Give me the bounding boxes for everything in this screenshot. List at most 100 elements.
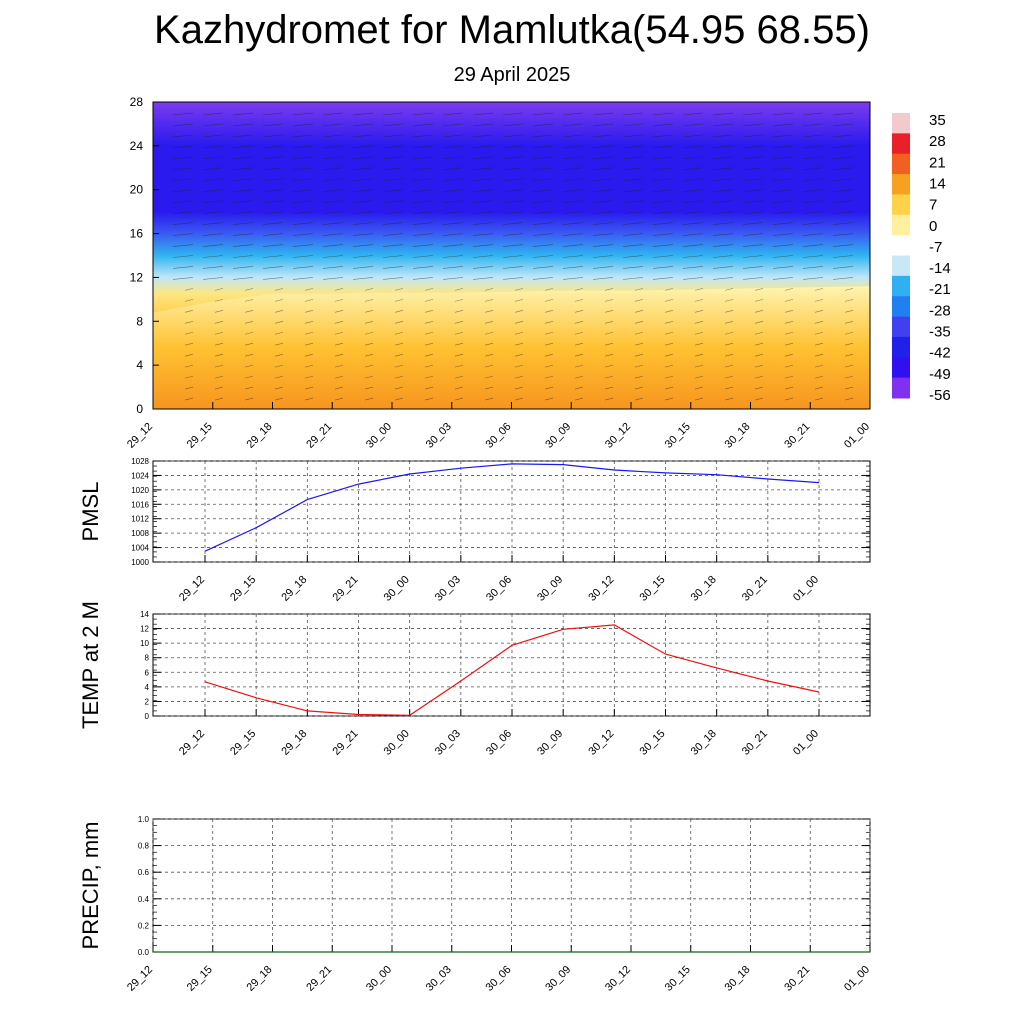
wind-barb (292, 156, 314, 160)
temp-ytick-label: 4 (145, 683, 150, 692)
wind-barb (322, 200, 344, 203)
wind-barb (442, 123, 464, 127)
wind-barb (814, 353, 824, 357)
wind-barb (502, 134, 524, 138)
wind-barb (652, 277, 674, 280)
wind-barb (682, 266, 704, 269)
temp-ylabel: TEMP at 2 M (78, 601, 103, 729)
wind-barb (682, 211, 704, 214)
wind-barb (814, 342, 824, 346)
wind-barb (544, 310, 554, 313)
wind-barb (532, 189, 554, 193)
wind-barb (772, 211, 794, 214)
wind-barb (262, 200, 284, 203)
wind-barb (802, 211, 824, 214)
wind-barb (412, 277, 434, 280)
wind-barb (274, 320, 284, 324)
wind-barb (772, 233, 794, 236)
temp-xtick-label: 30_18 (689, 728, 719, 758)
wind-barb (814, 331, 824, 335)
wind-barb (502, 211, 524, 214)
wind-barb (652, 145, 674, 149)
wind-barb (202, 211, 224, 214)
wind-barb (622, 233, 644, 236)
wind-barb (334, 342, 344, 346)
wind-barb (592, 255, 614, 258)
colorbar-label: 14 (929, 175, 946, 192)
wind-barb (454, 375, 464, 379)
wind-barb (664, 342, 674, 346)
wind-barb (694, 375, 704, 379)
pmsl-xtick-label: 29_12 (177, 574, 207, 604)
wind-barb (292, 266, 314, 269)
wind-barb (652, 233, 674, 236)
wind-barb (484, 342, 494, 346)
precip-xtick-label: 30_06 (484, 964, 514, 994)
pmsl-xtick-label: 30_21 (740, 574, 770, 604)
wind-barb (604, 375, 614, 379)
pmsl-xtick-label: 30_06 (484, 574, 514, 604)
wind-barb (364, 375, 374, 379)
wind-barb (454, 320, 464, 324)
wind-barb (292, 222, 314, 225)
wind-barb (592, 222, 614, 225)
wind-barb (802, 266, 824, 269)
wind-barb (664, 320, 674, 324)
wind-barb (214, 310, 224, 313)
wind-barb (424, 364, 434, 368)
wind-barb (832, 233, 854, 236)
temp-xtick-label: 30_09 (535, 728, 565, 758)
heatmap-xtick-label: 30_03 (424, 421, 454, 451)
precip-ytick-label: 1.0 (138, 815, 150, 824)
wind-barb (694, 299, 704, 302)
wind-barb (754, 299, 764, 302)
pmsl-xtick-label: 29_21 (331, 574, 361, 604)
temp-frame (152, 613, 871, 717)
wind-barb (634, 386, 644, 390)
wind-barb (214, 320, 224, 324)
wind-barb (652, 211, 674, 214)
wind-barb (214, 397, 224, 401)
wind-barb (754, 353, 764, 357)
colorbar-label: 28 (929, 133, 946, 150)
wind-barb (262, 277, 284, 280)
wind-barb (424, 375, 434, 379)
wind-barb (262, 244, 284, 247)
wind-barb (622, 266, 644, 269)
wind-barb (832, 222, 854, 225)
precip-ylabel: PRECIP, mm (78, 822, 103, 950)
wind-barb (334, 320, 344, 324)
wind-barb (502, 244, 524, 247)
wind-barb (202, 123, 224, 127)
wind-barb (184, 299, 194, 302)
wind-barb (454, 342, 464, 346)
wind-barb (574, 353, 584, 357)
wind-barb (412, 145, 434, 149)
wind-barb (592, 178, 614, 182)
wind-barb (772, 112, 794, 116)
wind-barb (802, 134, 824, 138)
wind-barb (232, 123, 254, 127)
wind-barb (802, 200, 824, 203)
wind-barb (532, 211, 554, 214)
wind-barb (412, 156, 434, 160)
wind-barb (724, 386, 734, 390)
wind-barb (382, 178, 404, 182)
pmsl-ylabel: PMSL (78, 482, 103, 542)
wind-barb (472, 123, 494, 127)
wind-barb (664, 364, 674, 368)
wind-barb (754, 364, 764, 368)
wind-barb (604, 299, 614, 302)
wind-barb (274, 397, 284, 401)
wind-barb (502, 255, 524, 258)
precip-ytick-label: 0.6 (138, 868, 150, 877)
temp-ytick-label: 6 (145, 668, 150, 677)
wind-barb (682, 145, 704, 149)
wind-barb (262, 156, 284, 160)
wind-barb (604, 364, 614, 368)
wind-barb (562, 255, 584, 258)
temp-ytick-label: 12 (140, 625, 149, 634)
wind-barb (652, 167, 674, 171)
wind-barb (682, 222, 704, 225)
wind-barb (352, 277, 374, 280)
